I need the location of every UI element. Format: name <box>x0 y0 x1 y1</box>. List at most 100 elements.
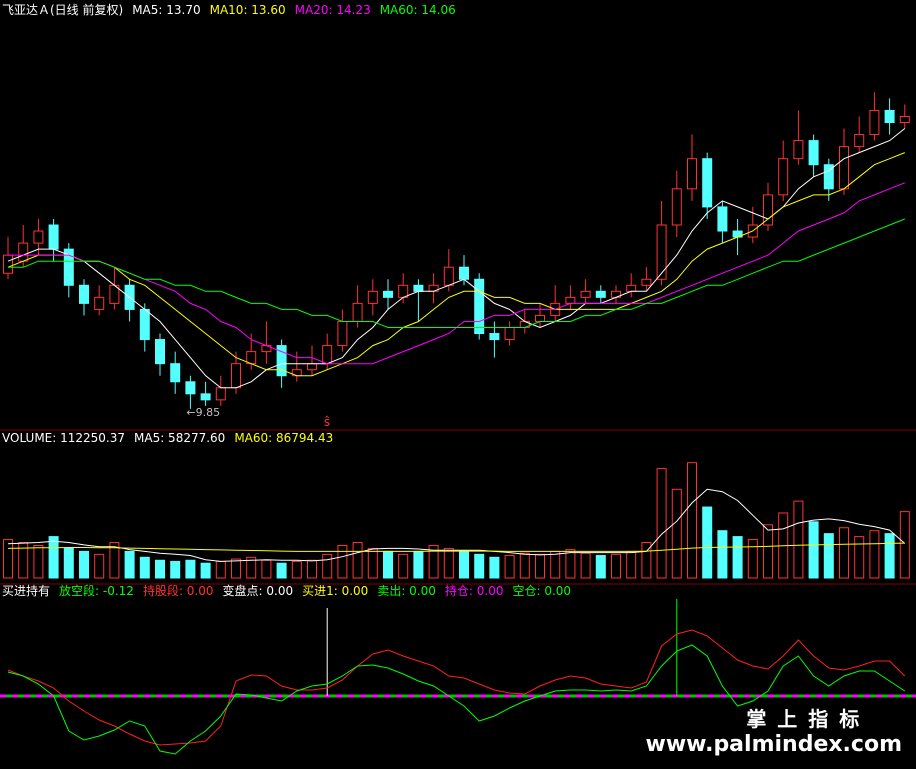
candle-body <box>231 363 241 389</box>
moving-average-line <box>8 218 905 328</box>
candle-body <box>48 224 59 250</box>
candle-body <box>899 115 910 124</box>
volume-bar <box>124 550 135 579</box>
indicator-line <box>7 629 906 746</box>
candle-body <box>413 284 424 292</box>
volume-bar <box>595 555 606 579</box>
candle-body <box>79 284 89 304</box>
candle-body <box>626 284 637 292</box>
volume-bar <box>550 550 561 579</box>
volume-bar <box>18 542 29 579</box>
volume-bar <box>367 547 378 579</box>
volume-bar <box>33 544 44 579</box>
volume-bar <box>185 559 196 579</box>
volume-bar <box>383 550 393 579</box>
volume-bar <box>839 527 849 579</box>
volume-bar <box>352 542 363 579</box>
candle-body <box>459 266 469 280</box>
volume-bar <box>200 562 211 579</box>
volume-bar <box>656 468 667 579</box>
volume-bar <box>747 539 758 579</box>
indicator-label: MA5: 13.70 <box>132 3 201 17</box>
candle-body <box>18 242 29 262</box>
volume-bar <box>246 556 257 579</box>
indicator-label: 买进1: 0.00 <box>302 584 369 598</box>
volume-bar <box>626 550 637 579</box>
volume-bar <box>139 556 150 579</box>
candle-body <box>884 109 895 124</box>
candle-body <box>808 140 819 166</box>
indicator-label: 持股段: 0.00 <box>142 584 214 598</box>
volume-bar <box>808 521 819 579</box>
candle-body <box>337 320 348 347</box>
candle-body <box>398 284 409 298</box>
volume-bar <box>428 544 439 579</box>
candle-body <box>322 345 333 365</box>
indicator-label: MA60: 86794.43 <box>234 431 334 445</box>
candle-body <box>504 327 515 341</box>
candle-body <box>200 393 211 401</box>
candle-body <box>170 363 181 383</box>
indicator-label: MA20: 14.23 <box>294 3 371 17</box>
volume-bar <box>899 511 910 579</box>
candle-body <box>367 290 378 304</box>
volume-bar <box>763 524 773 579</box>
candle-body <box>63 248 74 286</box>
volume-bar <box>580 552 591 579</box>
candle-body <box>383 290 393 298</box>
candle-body <box>580 290 591 298</box>
volume-bar <box>611 553 621 579</box>
indicator-header: 买进持有 放空段: -0.12 持股段: 0.00 变盘点: 0.00 买进1: 0.0… <box>2 584 571 598</box>
candle-body <box>702 158 713 208</box>
watermark-url: www.palmindex.com <box>645 732 902 757</box>
candle-body <box>656 224 667 280</box>
candle-body <box>641 278 652 286</box>
indicator-line <box>7 644 906 755</box>
volume-bar <box>261 559 272 579</box>
indicator-label: 空仓: 0.00 <box>512 584 572 598</box>
volume-bar <box>702 506 713 579</box>
volume-bar <box>413 550 424 579</box>
candle-body <box>246 351 257 365</box>
candle-body <box>155 339 165 365</box>
volume-bar <box>519 552 530 579</box>
candle-body <box>687 158 697 190</box>
candle-body <box>33 230 44 244</box>
indicator-label: 卖出: 0.00 <box>377 584 436 598</box>
volume-bar <box>504 555 515 579</box>
volume-bar <box>459 550 469 579</box>
volume-bar <box>307 559 317 579</box>
volume-bar <box>63 547 74 579</box>
volume-bar <box>565 549 576 579</box>
candle-body <box>535 314 545 322</box>
candle-body <box>565 296 576 304</box>
candle-body <box>778 158 789 196</box>
volume-bar <box>170 560 181 579</box>
volume-bar <box>823 533 834 579</box>
candle-body <box>276 345 287 377</box>
indicator-label: VOLUME: 112250.37 <box>2 431 125 445</box>
volume-average-line <box>7 488 906 562</box>
volume-bar <box>854 536 865 579</box>
volume-bar <box>474 553 485 579</box>
candle-body <box>839 146 849 190</box>
volume-bar <box>276 562 287 579</box>
volume-bar <box>535 553 545 579</box>
candle-body <box>352 302 363 322</box>
candle-body <box>595 290 606 298</box>
candle-body <box>215 387 226 401</box>
volume-bar <box>884 533 895 579</box>
indicator-label: 飞亚达Ａ(日线 前复权) <box>2 3 124 17</box>
candle-body <box>94 296 105 310</box>
volume-bar <box>398 553 409 579</box>
volume-average-line <box>7 542 905 552</box>
candle-body <box>793 140 804 160</box>
candle-body <box>717 206 728 232</box>
indicator-label: 买进持有 <box>2 584 51 598</box>
signal-marker: ŝ <box>324 415 330 429</box>
candle-body <box>854 134 865 148</box>
volume-bar <box>687 462 697 579</box>
moving-average-line <box>7 128 906 389</box>
watermark: 掌 上 指 标 www.palmindex.com <box>646 703 902 757</box>
